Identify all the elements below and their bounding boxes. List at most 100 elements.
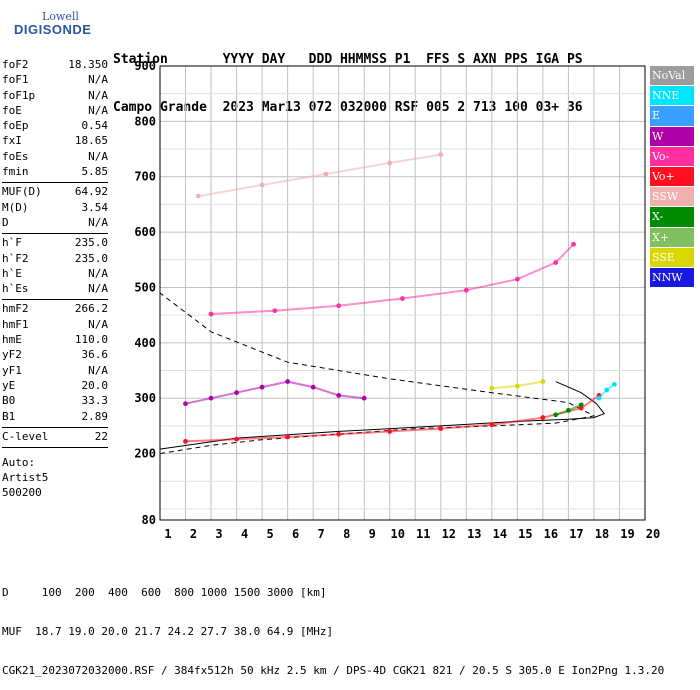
legend-item-sse: SSE xyxy=(650,247,694,267)
legend-item-nnw: NNW xyxy=(650,267,694,288)
param-row: B0 33.3 xyxy=(2,394,108,409)
logo-line2: DIGISONDE xyxy=(14,22,92,37)
param-value: 64.92 xyxy=(74,185,108,199)
x-tick-label: 12 xyxy=(442,527,456,541)
param-row: hmF2 266.2 xyxy=(2,302,108,317)
x-tick-label: 14 xyxy=(493,527,507,541)
plot-frame xyxy=(159,65,646,521)
param-name: foF1p xyxy=(2,88,36,102)
param-row: foF1p N/A xyxy=(2,89,108,104)
param-row: MUF(D) 64.92 xyxy=(2,185,108,200)
param-value: 36.6 xyxy=(81,348,109,362)
param-name: hmF1 xyxy=(2,317,29,331)
param-value: N/A xyxy=(88,149,108,163)
legend-item-vo: Vo- xyxy=(650,146,694,166)
series-trace xyxy=(185,394,600,443)
param-value: N/A xyxy=(88,215,108,229)
auto-line: Auto: xyxy=(2,456,36,470)
param-row: yF2 36.6 xyxy=(2,348,108,363)
data-point-w xyxy=(361,395,367,401)
param-row: foEs N/A xyxy=(2,150,108,165)
x-tick-label: 4 xyxy=(241,527,248,541)
param-name: foF2 xyxy=(2,58,29,71)
param-value: 18.65 xyxy=(74,134,108,148)
series-trace xyxy=(555,403,582,416)
param-name: MUF(D) xyxy=(2,185,42,199)
param-value: 5.85 xyxy=(81,165,109,179)
param-value: 266.2 xyxy=(74,302,108,316)
param-name: yE xyxy=(2,378,16,392)
auto-line: Artist5 xyxy=(2,471,49,485)
x-tick-label: 11 xyxy=(416,527,430,541)
param-name: C-level xyxy=(2,429,49,443)
x-tick-label: 20 xyxy=(646,527,660,541)
param-name: yF1 xyxy=(2,363,22,377)
separator xyxy=(2,299,108,301)
param-value: N/A xyxy=(88,88,108,102)
param-name: M(D) xyxy=(2,200,29,214)
series-trace xyxy=(198,153,441,198)
param-name: fmin xyxy=(2,165,29,179)
series-trace xyxy=(491,380,544,390)
x-tick-label: 5 xyxy=(266,527,273,541)
param-value: N/A xyxy=(88,103,108,117)
y-tick-label: 400 xyxy=(134,336,156,350)
param-name: foE xyxy=(2,103,22,117)
header-values: Campo Grande 2023 Mar13 072 032000 RSF 0… xyxy=(113,100,583,115)
auto-line: 500200 xyxy=(2,486,42,500)
param-value: 33.3 xyxy=(81,394,109,408)
y-tick-label: 200 xyxy=(134,447,156,461)
x-tick-label: 19 xyxy=(620,527,634,541)
x-tick-label: 7 xyxy=(318,527,325,541)
param-name: foEp xyxy=(2,119,29,133)
legend-item-e: E xyxy=(650,106,694,126)
param-value: 22 xyxy=(94,429,108,443)
x-tick-label: 3 xyxy=(215,527,222,541)
param-name: h`F xyxy=(2,236,22,250)
station-header: Station YYYY DAY DDD HHMMSS P1 FFS S AXN… xyxy=(113,20,583,132)
param-value: 2.89 xyxy=(81,409,109,423)
y-tick-label: 900 xyxy=(134,59,156,73)
param-row: B1 2.89 xyxy=(2,410,108,425)
param-row: M(D) 3.54 xyxy=(2,201,108,216)
series-trace xyxy=(598,383,615,399)
y-tick-label: 80 xyxy=(142,513,156,527)
x-tick-label: 17 xyxy=(569,527,583,541)
param-name: yF2 xyxy=(2,348,22,362)
param-row: fxI 18.65 xyxy=(2,134,108,149)
param-value: N/A xyxy=(88,73,108,87)
param-name: foF1 xyxy=(2,73,29,87)
param-row: hmF1 N/A xyxy=(2,318,108,333)
x-tick-label: 16 xyxy=(544,527,558,541)
param-name: h`Es xyxy=(2,282,29,296)
param-value: N/A xyxy=(88,317,108,331)
series-trace xyxy=(185,380,365,405)
header-labels: Station YYYY DAY DDD HHMMSS P1 FFS S AXN… xyxy=(113,52,583,67)
legend: NoVal NNE E W Vo- Vo+ SSW X- X+ SSE NNW xyxy=(650,66,694,288)
param-row: h`F2 235.0 xyxy=(2,252,108,267)
legend-item-noval: NoVal xyxy=(650,66,694,86)
x-tick-label: 18 xyxy=(595,527,609,541)
series-trace xyxy=(211,243,575,315)
param-name: h`F2 xyxy=(2,251,29,265)
x-tick-label: 1 xyxy=(164,527,171,541)
y-tick-label: 500 xyxy=(134,280,156,294)
param-row: fmin 5.85 xyxy=(2,165,108,180)
param-value: 0.54 xyxy=(81,119,109,133)
param-row: h`F 235.0 xyxy=(2,236,108,251)
param-row: h`Es N/A xyxy=(2,282,108,297)
x-tick-label: 6 xyxy=(292,527,299,541)
param-value: 110.0 xyxy=(74,333,108,347)
profile-curve-dashed xyxy=(159,292,596,455)
legend-item-x: X- xyxy=(650,207,694,227)
separator xyxy=(2,447,108,449)
param-value: 18.350 xyxy=(68,58,108,71)
param-row: C-level 22 xyxy=(2,430,108,445)
legend-item-ssw: SSW xyxy=(650,187,694,207)
logo-line1: Lowell xyxy=(42,10,79,23)
x-tick-label: 9 xyxy=(369,527,376,541)
param-row: foF2 18.350 xyxy=(2,58,108,73)
param-row: foE N/A xyxy=(2,104,108,119)
param-value: 235.0 xyxy=(74,251,108,265)
param-name: D xyxy=(2,215,9,229)
